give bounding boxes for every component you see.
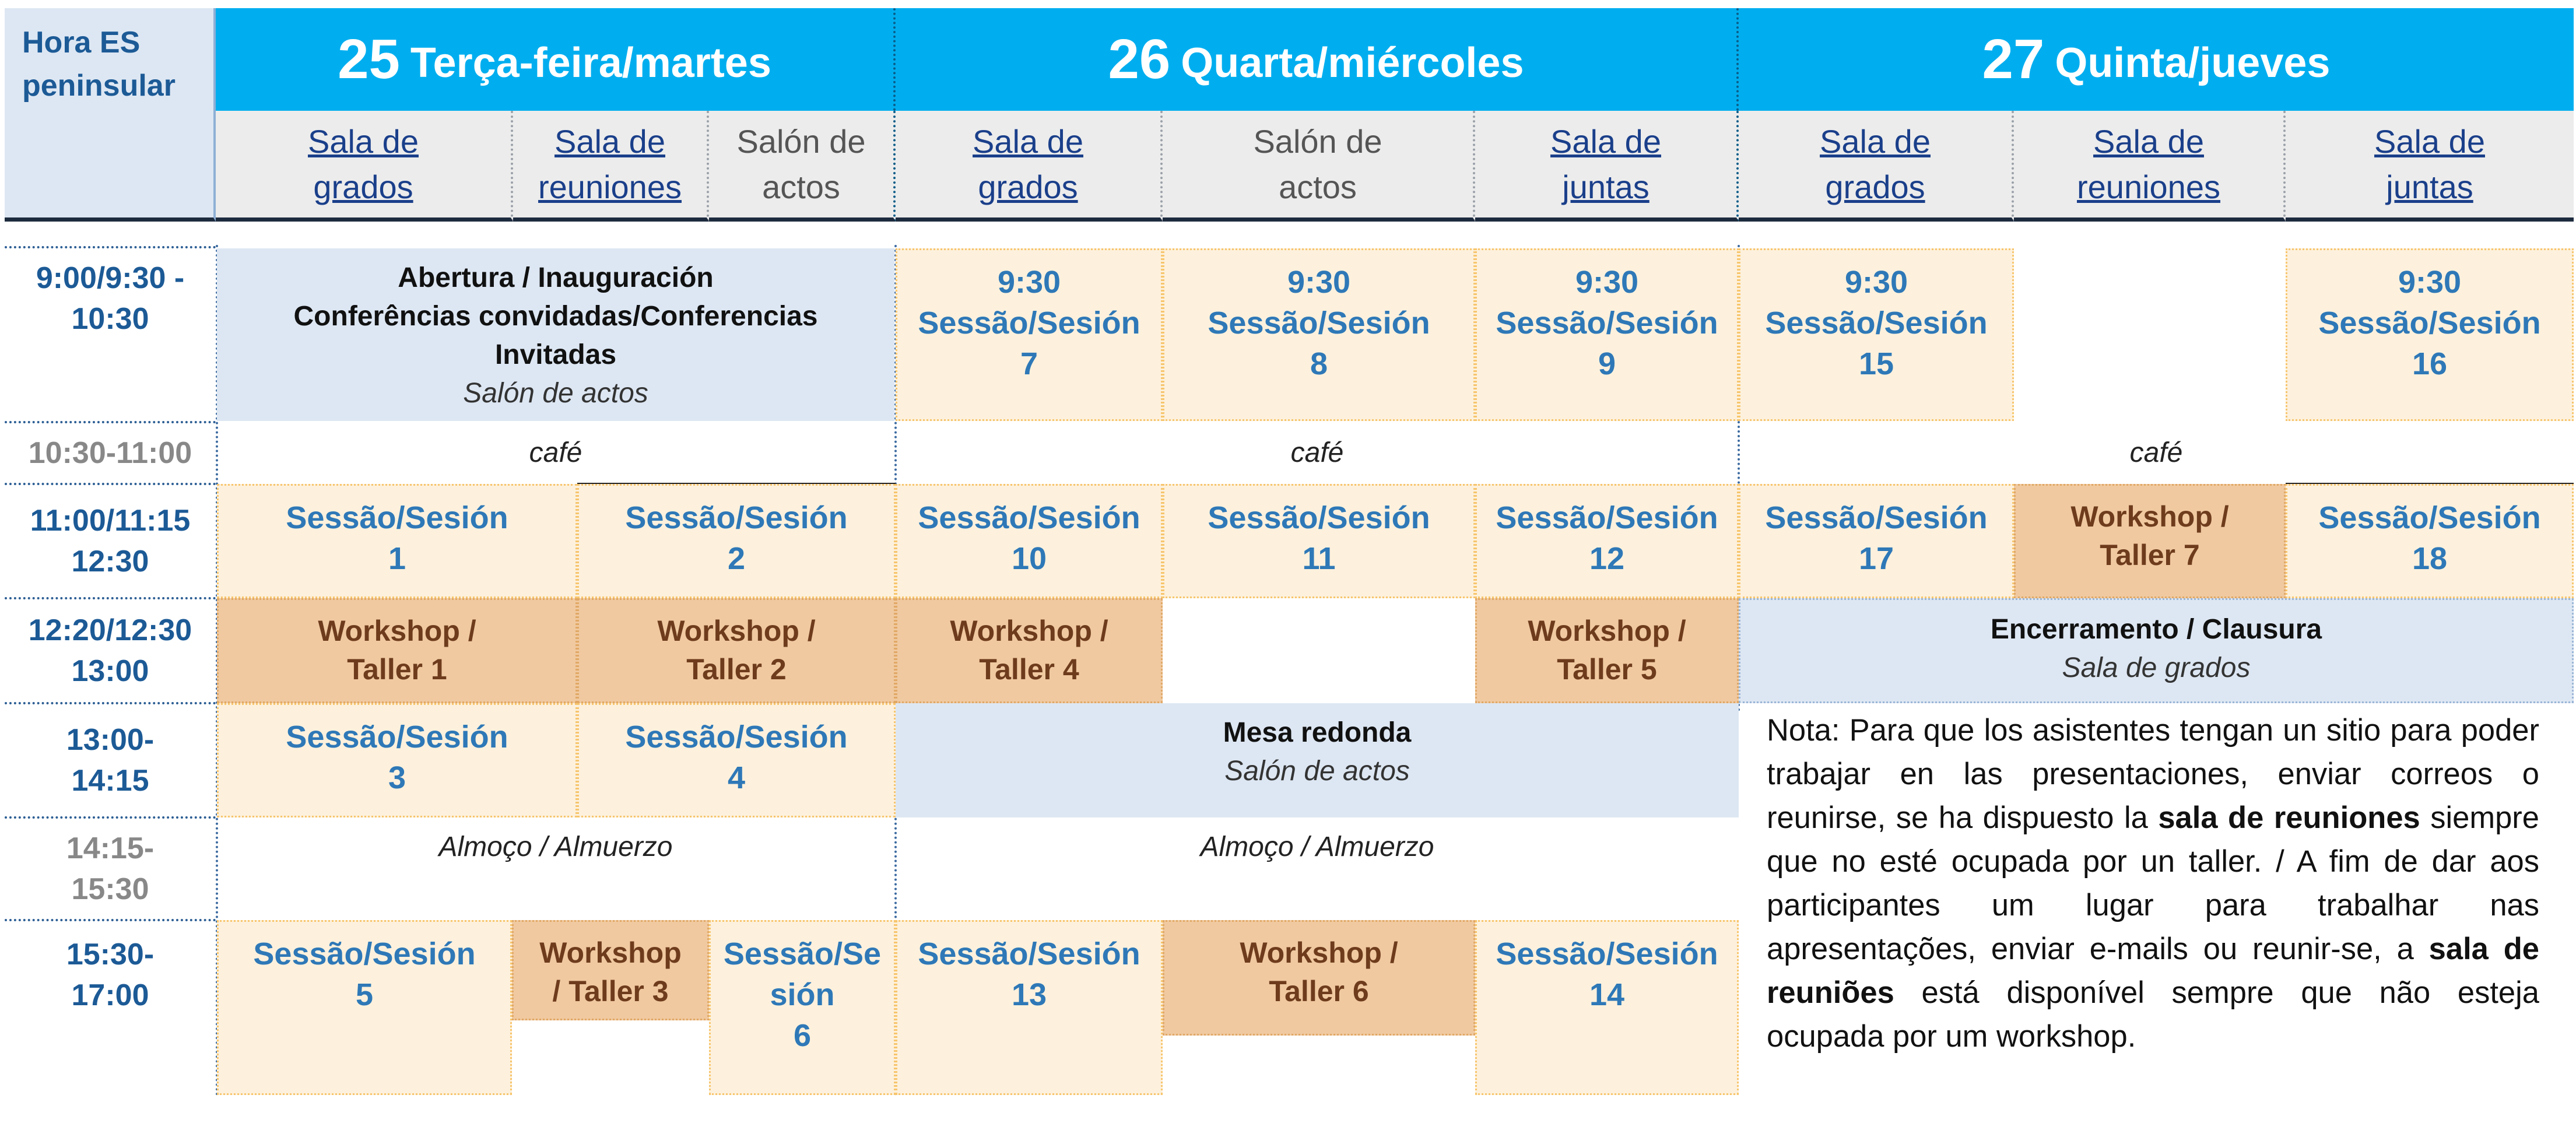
session-cell: Sessão/Sesión 17: [1739, 484, 2014, 598]
session-cell: Sessão/Sesión 13: [896, 920, 1163, 1095]
room-header-link[interactable]: Sala de grados: [1739, 111, 2014, 222]
day-label: Terça-feira/martes: [410, 40, 771, 86]
room-header: Salón de actos: [709, 111, 896, 222]
session-cell: Sessão/Sesión 12: [1475, 484, 1739, 598]
opening-title: Abertura / Inauguración Conferências con…: [293, 262, 818, 370]
room-label: Salón de actos: [736, 122, 866, 205]
room-header-link[interactable]: Sala de juntas: [1475, 111, 1739, 222]
round-table-title: Mesa redonda: [1223, 717, 1412, 748]
room-header-link[interactable]: Sala de grados: [216, 111, 513, 222]
day-header-26: 26 Quarta/miércoles: [896, 8, 1739, 111]
closing-title: Encerramento / Clausura: [1990, 614, 2322, 645]
time-slot: 11:00/11:15 12:30: [5, 483, 216, 597]
day-label: Quarta/miércoles: [1181, 40, 1524, 86]
session-cell: Sessão/Sesión 10: [896, 484, 1163, 598]
session-cell: Sessão/Se sión 6: [709, 920, 896, 1095]
day-number: 25: [338, 28, 400, 90]
workshop-cell: Workshop / Taller 5: [1475, 598, 1739, 703]
workshop-cell: Workshop / Taller 7: [2014, 484, 2286, 598]
round-table: Mesa redonda Salón de actos: [896, 703, 1739, 817]
workshop-cell: Workshop / Taller 6: [1163, 920, 1475, 1036]
workshop-cell: Workshop / Taller 1: [217, 598, 577, 703]
session-cell: Sessão/Sesión 14: [1475, 920, 1739, 1095]
workshop-cell: Workshop / Taller 4: [896, 598, 1163, 703]
opening-place: Salón de actos: [463, 378, 648, 409]
room-label[interactable]: Sala de juntas: [1550, 122, 1661, 205]
room-header-link[interactable]: Sala de grados: [896, 111, 1163, 222]
lunch-break: Almoço / Almuerzo: [1200, 831, 1434, 862]
day-number: 26: [1108, 28, 1171, 90]
opening-plenary: Abertura / Inauguración Conferências con…: [217, 248, 894, 421]
time-column-header: Hora ES peninsular: [5, 8, 216, 222]
workshop-cell: Workshop / Taller 3: [512, 920, 709, 1020]
room-label[interactable]: Sala de reuniones: [538, 122, 682, 205]
session-cell: 9:30 Sessão/Sesión 9: [1475, 248, 1739, 421]
time-slot: 13:00- 14:15: [5, 702, 216, 816]
session-cell: Sessão/Sesión 1: [217, 484, 577, 598]
session-cell: 9:30 Sessão/Sesión 8: [1163, 248, 1475, 421]
room-label[interactable]: Sala de grados: [308, 122, 419, 205]
room-label: Salón de actos: [1253, 122, 1382, 205]
closing-place: Sala de grados: [2062, 652, 2251, 683]
room-header-link[interactable]: Sala de reuniones: [513, 111, 709, 222]
session-cell: 9:30 Sessão/Sesión 16: [2286, 248, 2574, 421]
column-divider: [1738, 245, 1740, 711]
time-column-header-label: Hora ES peninsular: [22, 26, 176, 103]
day-header-27: 27 Quinta/jueves: [1739, 8, 2574, 111]
room-label[interactable]: Sala de grados: [1820, 122, 1931, 205]
session-cell: Sessão/Sesión 2: [577, 484, 896, 598]
coffee-break: café: [529, 437, 582, 468]
time-slot: 9:00/9:30 - 10:30: [5, 246, 216, 420]
room-label[interactable]: Sala de juntas: [2374, 122, 2485, 205]
session-cell: Sessão/Sesión 11: [1163, 484, 1475, 598]
room-header-link[interactable]: Sala de juntas: [2286, 111, 2574, 222]
day-number: 27: [1982, 28, 2045, 90]
session-cell: Sessão/Sesión 5: [217, 920, 512, 1095]
time-slot: 15:30- 17:00: [5, 919, 216, 1094]
time-slot: 14:15- 15:30: [5, 816, 216, 919]
session-cell: 9:30 Sessão/Sesión 15: [1739, 248, 2014, 421]
room-label[interactable]: Sala de grados: [973, 122, 1083, 205]
session-cell: Sessão/Sesión 3: [217, 703, 577, 817]
meeting-room-note: Nota: Para que los asistentes tengan un …: [1767, 708, 2539, 1128]
room-label[interactable]: Sala de reuniones: [2077, 122, 2220, 205]
closing-session: Encerramento / Clausura Sala de grados: [1739, 598, 2574, 703]
note-text: Nota: Para que los asistentes tengan un …: [1767, 713, 2539, 1054]
session-cell: Sessão/Sesión 4: [577, 703, 896, 817]
session-cell: 9:30 Sessão/Sesión 7: [896, 248, 1163, 421]
coffee-break: café: [1290, 437, 1344, 468]
session-cell: Sessão/Sesión 18: [2286, 484, 2574, 598]
round-table-place: Salón de actos: [1224, 756, 1410, 787]
room-header: Salón de actos: [1163, 111, 1475, 222]
time-slot: 10:30-11:00: [5, 421, 216, 483]
lunch-break: Almoço / Almuerzo: [438, 831, 673, 862]
time-slot: 12:20/12:30 13:00: [5, 597, 216, 702]
coffee-break: café: [2129, 437, 2183, 468]
workshop-cell: Workshop / Taller 2: [577, 598, 896, 703]
day-label: Quinta/jueves: [2055, 40, 2331, 86]
day-header-25: 25 Terça-feira/martes: [216, 8, 896, 111]
room-header-link[interactable]: Sala de reuniones: [2014, 111, 2286, 222]
